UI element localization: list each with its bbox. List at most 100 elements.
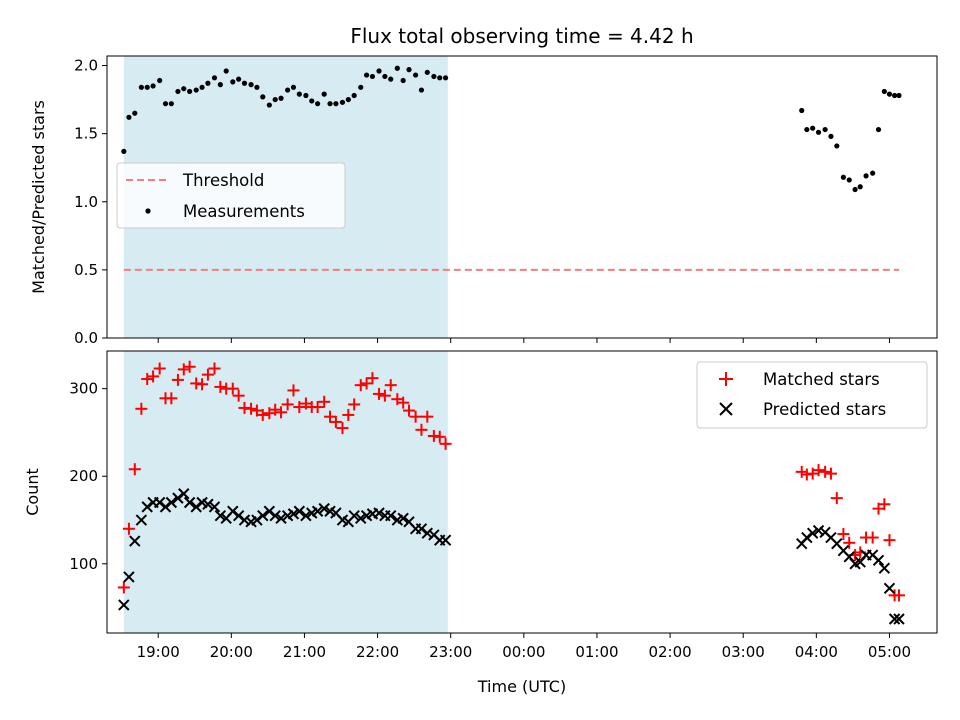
measurement-point [193, 87, 199, 93]
measurement-point [437, 75, 443, 81]
x-tick-label: 04:00 [795, 643, 838, 661]
bottom-legend: Matched stars Predicted stars [696, 361, 928, 429]
x-tick-label: 02:00 [648, 643, 691, 661]
matched-star-point [226, 382, 239, 395]
measurement-point [254, 84, 260, 90]
measurement-point [241, 80, 248, 86]
matched-star-point [153, 362, 166, 375]
matched-star-point [378, 389, 391, 402]
measurement-point [211, 75, 218, 81]
matched-star-point [866, 531, 879, 544]
y-tick-label: 100 [69, 555, 98, 573]
legend-measurements-marker [145, 208, 151, 214]
measurement-point [248, 82, 254, 88]
matched-star-point [348, 398, 361, 411]
legend-threshold-label: Threshold [182, 171, 264, 190]
predicted-star-point [214, 509, 227, 522]
matched-star-point [883, 534, 896, 547]
matched-star-point [433, 430, 446, 443]
measurement-point [382, 73, 388, 80]
measurement-point [388, 76, 394, 82]
predicted-star-point [129, 535, 141, 547]
y-tick-label: 2.0 [74, 57, 98, 75]
matched-star-point [415, 423, 428, 436]
matched-star-point [201, 368, 214, 381]
y-tick-label: 0.0 [74, 329, 98, 347]
measurement-point [150, 83, 156, 89]
matched-star-point [183, 360, 196, 373]
measurement-point [285, 87, 291, 93]
matched-star-point [232, 389, 245, 402]
measurement-point [260, 94, 266, 100]
predicted-star-point [397, 512, 409, 524]
measurement-point [309, 98, 315, 104]
y-tick-label: 300 [69, 380, 98, 398]
measurement-point [303, 92, 309, 99]
measurement-point [369, 73, 376, 80]
predicted-star-point [348, 509, 360, 522]
measurement-point [205, 80, 211, 86]
matched-star-point [812, 464, 825, 477]
predicted-star-point [183, 496, 196, 509]
predicted-star-point [801, 531, 813, 544]
predicted-star-point [190, 501, 202, 513]
matched-star-point [245, 402, 258, 415]
x-tick-label: 22:00 [356, 643, 399, 661]
bottom-panel-frame [106, 350, 938, 634]
matched-star-point [360, 377, 373, 390]
predicted-star-point [227, 505, 239, 517]
matched-star-point [256, 408, 269, 421]
predicted-star-point [202, 498, 214, 510]
measurement-point [132, 110, 138, 116]
matched-star-point [141, 373, 154, 386]
matched-star-point [397, 396, 410, 409]
legend-matched-marker [719, 372, 733, 386]
predicted-star-point [153, 496, 166, 509]
matched-star-point [177, 363, 190, 376]
matched-star-point [421, 410, 434, 423]
x-axis-label: Time (UTC) [477, 677, 566, 696]
matched-star-point [336, 422, 349, 435]
measurement-point [339, 99, 346, 105]
legend-predicted-label: Predicted stars [763, 400, 886, 419]
measurement-point [810, 125, 816, 131]
predicted-star-point [318, 502, 330, 515]
matched-star-point [384, 379, 397, 392]
measurement-point [424, 69, 430, 75]
measurement-point [364, 72, 370, 78]
matched-star-point [165, 392, 178, 405]
x-tick-label: 20:00 [210, 643, 253, 661]
predicted-star-point [439, 534, 452, 546]
measurement-point [126, 114, 132, 120]
measurement-point [327, 101, 333, 107]
matched-star-point [837, 528, 850, 541]
measurement-point [187, 88, 193, 95]
measurement-point [394, 65, 400, 71]
measurement-point [290, 84, 297, 90]
top-plot-area [121, 65, 902, 271]
measurement-point [886, 91, 893, 97]
matched-star-point [878, 498, 891, 511]
measurement-point [358, 84, 364, 90]
predicted-star-point [293, 505, 306, 517]
predicted-star-point [172, 492, 184, 504]
x-tick-label: 21:00 [283, 643, 326, 661]
x-tick-label: 23:00 [429, 643, 472, 661]
top-panel: 0.00.51.01.52.0 Matched/Predicted stars … [29, 55, 938, 347]
measurement-point [400, 77, 406, 84]
predicted-star-point [311, 505, 324, 517]
measurement-point [157, 77, 163, 84]
bottom-shaded-span [123, 351, 448, 633]
measurement-point [272, 96, 278, 103]
y-tick-label: 1.5 [74, 125, 98, 143]
measurement-point [418, 87, 425, 93]
x-tick-label: 00:00 [502, 643, 545, 661]
predicted-star-point [208, 501, 221, 513]
measurement-point [412, 72, 419, 78]
measurement-point [863, 173, 869, 179]
measurement-point [870, 170, 876, 176]
x-tick-label: 03:00 [722, 643, 765, 661]
top-y-axis: 0.0 0.5 1.0 1.5 2.0 [74, 57, 107, 347]
top-y-axis-label: Matched/Predicted stars [29, 100, 48, 294]
matched-star-point [324, 410, 337, 423]
